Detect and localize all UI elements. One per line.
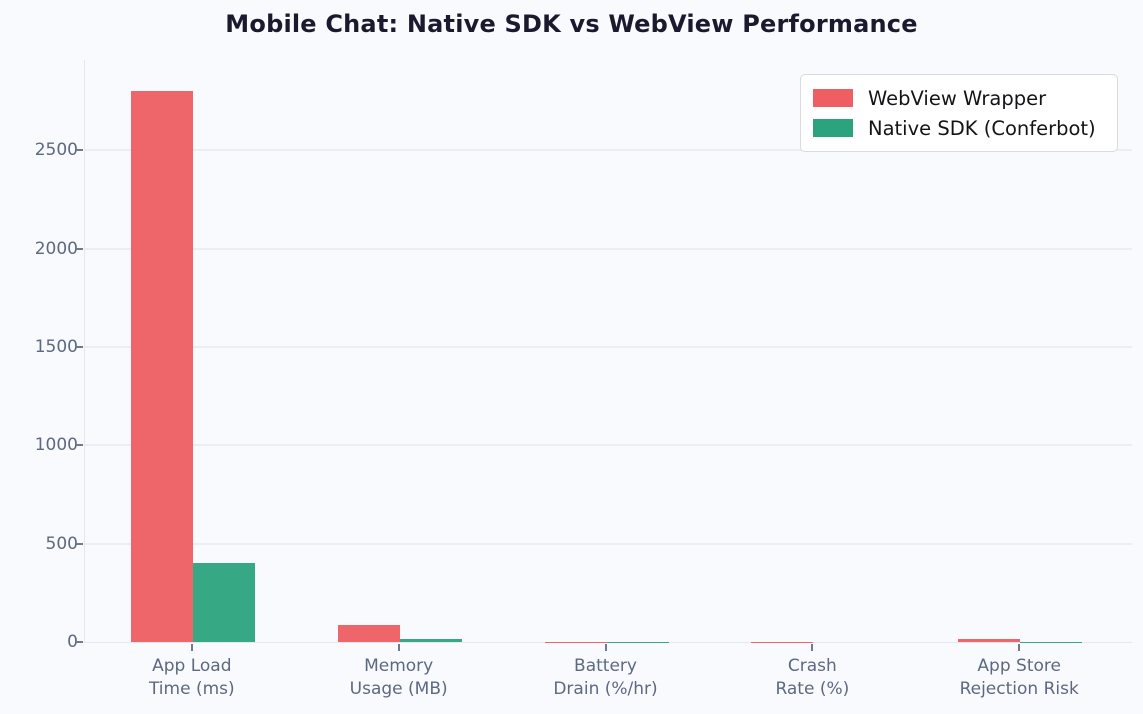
y-tick-mark: [76, 149, 83, 152]
x-category-label: App Store Rejection Risk: [960, 655, 1079, 701]
legend-item-native: Native SDK (Conferbot): [813, 113, 1105, 143]
x-category-label: Battery Drain (%/hr): [553, 655, 657, 701]
bar-webview-4: [958, 639, 1021, 642]
y-tick-label: 2000: [34, 238, 78, 259]
legend-item-webview: WebView Wrapper: [813, 83, 1105, 113]
legend-swatch-icon: [813, 119, 853, 137]
x-category-label-line: Crash: [787, 656, 837, 676]
y-tick-label: 2500: [34, 140, 78, 161]
x-category-label-line: Memory: [364, 656, 434, 676]
x-category-label-line: App Load: [152, 656, 232, 676]
x-category-label: Memory Usage (MB): [350, 655, 448, 701]
y-tick-label: 0: [67, 632, 78, 652]
gridline: [85, 542, 1132, 545]
y-tick-mark: [76, 542, 83, 545]
y-tick-label: 1000: [34, 435, 78, 456]
x-category-label-line: Rate (%): [775, 679, 850, 699]
y-tick-mark: [76, 444, 83, 447]
x-category-label-line: Time (ms): [148, 679, 235, 699]
x-category-label-line: Rejection Risk: [959, 679, 1079, 699]
x-tick-mark: [811, 644, 814, 651]
y-tick-label: 1500: [34, 337, 78, 358]
plot-area: [84, 60, 1132, 643]
y-tick-mark: [76, 641, 83, 643]
legend-label: WebView Wrapper: [868, 86, 1047, 110]
bar-webview-0: [130, 91, 193, 642]
x-category-label: Crash Rate (%): [775, 655, 849, 701]
y-tick-label: 500: [45, 533, 78, 554]
gridline: [85, 149, 1132, 152]
bar-webview-1: [337, 625, 400, 642]
bar-native-0: [192, 563, 255, 642]
y-tick-mark: [76, 247, 83, 250]
legend: WebView Wrapper Native SDK (Conferbot): [800, 74, 1118, 152]
chart-title: Mobile Chat: Native SDK vs WebView Perfo…: [225, 10, 918, 38]
x-category-label-line: Usage (MB): [349, 679, 448, 699]
x-tick-mark: [397, 644, 400, 651]
bar-native-1: [399, 639, 462, 642]
gridline: [85, 247, 1132, 250]
legend-label: Native SDK (Conferbot): [868, 116, 1096, 140]
x-category-label-line: App Store: [977, 656, 1061, 676]
x-tick-mark: [604, 644, 607, 651]
x-tick-mark: [190, 644, 193, 651]
x-category-label-line: Battery: [574, 656, 637, 676]
x-category-label: App Load Time (ms): [149, 655, 235, 701]
x-category-label-line: Drain (%/hr): [553, 679, 658, 699]
legend-swatch-icon: [813, 89, 853, 107]
gridline: [85, 444, 1132, 447]
gridline: [85, 346, 1132, 349]
y-tick-mark: [76, 346, 83, 349]
x-tick-mark: [1018, 644, 1021, 651]
